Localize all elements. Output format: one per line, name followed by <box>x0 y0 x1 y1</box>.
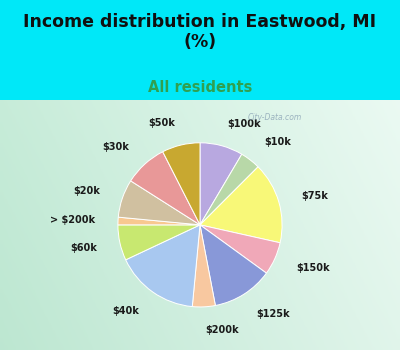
Text: Income distribution in Eastwood, MI
(%): Income distribution in Eastwood, MI (%) <box>24 13 376 51</box>
Text: $125k: $125k <box>256 309 290 318</box>
Wedge shape <box>200 143 242 225</box>
Text: $200k: $200k <box>205 325 238 335</box>
Text: City-Data.com: City-Data.com <box>248 113 302 122</box>
Wedge shape <box>200 225 280 273</box>
Text: $10k: $10k <box>264 137 291 147</box>
Text: All residents: All residents <box>148 80 252 95</box>
Wedge shape <box>200 154 258 225</box>
Wedge shape <box>118 181 200 225</box>
Text: $100k: $100k <box>228 119 261 128</box>
Wedge shape <box>118 225 200 260</box>
Wedge shape <box>200 225 266 306</box>
Text: $40k: $40k <box>113 306 140 316</box>
Text: $20k: $20k <box>74 186 100 196</box>
Text: $150k: $150k <box>296 263 329 273</box>
Wedge shape <box>192 225 215 307</box>
Wedge shape <box>131 152 200 225</box>
Text: $75k: $75k <box>301 190 328 201</box>
Wedge shape <box>126 225 200 307</box>
Text: $50k: $50k <box>148 118 176 128</box>
Text: > $200k: > $200k <box>50 215 95 225</box>
Wedge shape <box>200 167 282 243</box>
Text: $60k: $60k <box>70 243 98 253</box>
Text: $30k: $30k <box>102 142 129 152</box>
Wedge shape <box>118 217 200 225</box>
Wedge shape <box>163 143 200 225</box>
